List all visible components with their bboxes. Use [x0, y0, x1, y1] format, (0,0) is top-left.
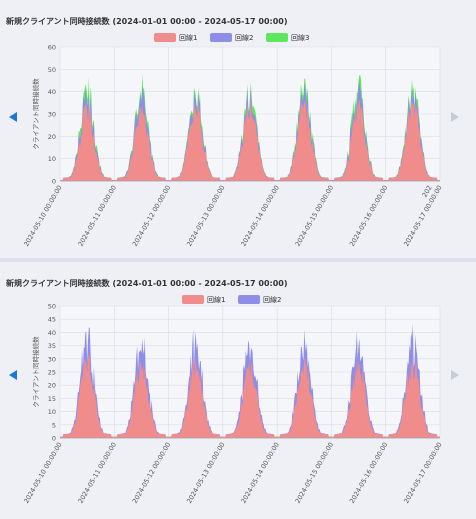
- y-tick-label: 20: [48, 382, 56, 390]
- chart-plot: 0 5 10 15 20 25 30 35 40 45 50 2024-05-10 00:00:00 2…: [22, 303, 443, 505]
- legend-label: 回線1: [207, 296, 226, 304]
- legend-label: 回線2: [263, 296, 282, 304]
- y-tick-label: 30: [48, 111, 56, 119]
- legend-swatch: [238, 295, 260, 304]
- prev-arrow-icon[interactable]: [9, 112, 17, 122]
- chart-legend: 回線1 回線2: [0, 295, 476, 307]
- legend-item[interactable]: 回線1: [154, 33, 197, 45]
- legend-item[interactable]: 回線2: [210, 33, 253, 45]
- x-tick-label: 2024-05-11 00:00:00: [77, 441, 118, 505]
- chart-plot: 0 10 20 30 40 50 60 2024-05-10 00:00:00 2024-05-…: [22, 44, 443, 248]
- x-tick-label: 2024-05-13 00:00:00: [185, 441, 226, 505]
- y-axis-label: クライアント同時接続数: [31, 336, 40, 408]
- series-area-1: [60, 354, 440, 438]
- series-area-1: [60, 97, 440, 181]
- x-tick-label: 2024-05-14 00:00:00: [239, 441, 280, 505]
- y-tick-label: 45: [48, 316, 56, 324]
- y-tick-label: 5: [52, 421, 56, 429]
- x-tick-label: 2024-05-16 00:00:00: [348, 441, 389, 505]
- chart-legend: 回線1 回線2 回線3: [0, 33, 476, 45]
- next-arrow-icon[interactable]: [451, 370, 459, 380]
- y-tick-label: 60: [48, 44, 56, 52]
- x-tick-label: 2024-05-10 00:00:00: [22, 441, 63, 505]
- legend-item[interactable]: 回線3: [266, 33, 309, 45]
- legend-swatch: [210, 33, 232, 42]
- x-tick-label: 2024-05-15 00:00:00: [294, 441, 335, 505]
- x-tick-label: 2024-05-10 00:00:00: [22, 184, 63, 248]
- y-axis-label: クライアント同時接続数: [31, 78, 40, 150]
- legend-item[interactable]: 回線2: [238, 295, 281, 307]
- x-tick-label: 2024-05-14 00:00:00: [239, 184, 280, 248]
- x-tick-label: 2024-05-13 00:00:00: [185, 184, 226, 248]
- y-tick-label: 10: [48, 155, 56, 163]
- legend-label: 回線3: [291, 34, 310, 42]
- chart-panel-1: 新規クライアント同時接続数 (2024-01-01 00:00 - 2024-0…: [0, 0, 476, 258]
- y-tick-label: 40: [48, 329, 56, 337]
- x-tick-label: 2024-05-16 00:00:00: [348, 184, 389, 248]
- x-tick-label: 2024-05-15 00:00:00: [294, 184, 335, 248]
- y-tick-label: 40: [48, 88, 56, 96]
- x-tick-label: 2024-05-12 00:00:00: [131, 184, 172, 248]
- y-tick-label: 25: [48, 369, 56, 377]
- y-tick-label: 20: [48, 133, 56, 141]
- x-tick-label: 2024-05-11 00:00:00: [77, 184, 118, 248]
- legend-label: 回線2: [235, 34, 254, 42]
- y-tick-label: 35: [48, 342, 56, 350]
- y-tick-label: 0: [52, 178, 56, 186]
- next-arrow-icon[interactable]: [451, 112, 459, 122]
- legend-swatch: [266, 33, 288, 42]
- panel-divider: [0, 258, 476, 262]
- y-tick-label: 50: [48, 303, 56, 311]
- legend-item[interactable]: 回線1: [182, 295, 225, 307]
- y-tick-label: 10: [48, 408, 56, 416]
- x-tick-label: 2024-05-17 00:00:00: [402, 441, 443, 505]
- x-tick-label: 2024-05-12 00:00:00: [131, 441, 172, 505]
- legend-swatch: [182, 295, 204, 304]
- y-tick-label: 0: [52, 435, 56, 443]
- legend-swatch: [154, 33, 176, 42]
- prev-arrow-icon[interactable]: [9, 370, 17, 380]
- chart-title: 新規クライアント同時接続数 (2024-01-01 00:00 - 2024-0…: [6, 17, 288, 26]
- chart-title: 新規クライアント同時接続数 (2024-01-01 00:00 - 2024-0…: [6, 279, 288, 288]
- y-tick-label: 30: [48, 355, 56, 363]
- chart-panel-2: 新規クライアント同時接続数 (2024-01-01 00:00 - 2024-0…: [0, 262, 476, 519]
- y-tick-label: 50: [48, 66, 56, 74]
- legend-label: 回線1: [179, 34, 198, 42]
- y-tick-label: 15: [48, 395, 56, 403]
